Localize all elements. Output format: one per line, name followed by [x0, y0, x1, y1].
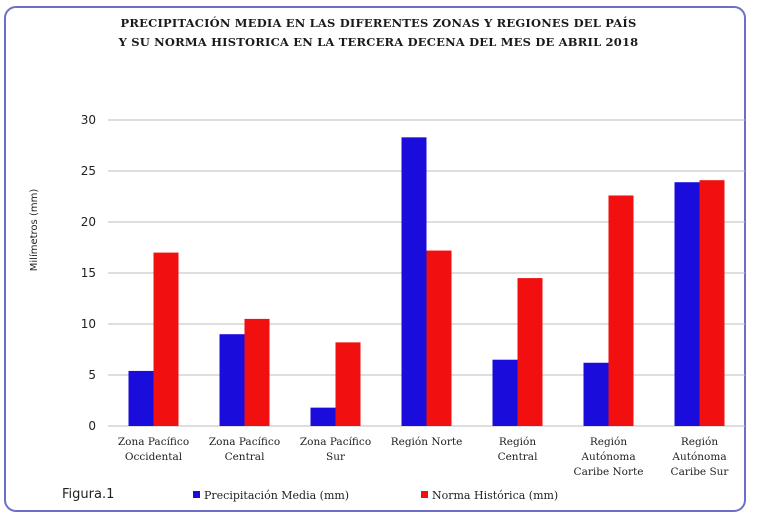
- bar: [517, 278, 543, 426]
- figure-label: Figura.1: [62, 487, 114, 502]
- y-tick-labels: 0 5 10 15 20 25 30: [81, 113, 96, 433]
- x-category-label: Sur: [326, 451, 346, 463]
- y-tick-label: 25: [81, 164, 96, 178]
- bar: [583, 362, 609, 426]
- chart-title-line-1: PRECIPITACIÓN MEDIA EN LAS DIFERENTES ZO…: [120, 16, 637, 30]
- y-axis-label: Milímetros (mm): [28, 189, 40, 272]
- legend-label: Norma Histórica (mm): [432, 489, 558, 502]
- x-category-label: Región: [681, 436, 719, 448]
- bar: [674, 182, 700, 426]
- bar: [492, 359, 518, 426]
- x-category-label: Central: [225, 451, 266, 463]
- x-category-label: Región Norte: [391, 436, 463, 448]
- x-category-label: Región: [590, 436, 628, 448]
- y-tick-label: 5: [88, 368, 96, 382]
- y-tick-label: 20: [81, 215, 96, 229]
- x-category-label: Caribe Sur: [671, 466, 730, 478]
- x-category-label: Zona Pacífico: [118, 436, 189, 448]
- y-tick-label: 10: [81, 317, 96, 331]
- x-category-label: Caribe Norte: [574, 466, 644, 478]
- bar: [219, 334, 245, 426]
- bars-group: [128, 137, 725, 426]
- bar: [335, 342, 361, 426]
- legend-swatch: [193, 491, 200, 498]
- y-tick-label: 0: [88, 419, 96, 433]
- x-category-labels: Zona Pacífico Occidental Zona Pacífico Cent…: [118, 436, 730, 478]
- x-category-label: Autónoma: [671, 451, 726, 463]
- x-category-label: Región: [499, 436, 537, 448]
- bar: [426, 250, 452, 426]
- x-category-label: Zona Pacífico: [300, 436, 371, 448]
- legend-label: Precipitación Media (mm): [204, 489, 349, 502]
- bar: [244, 318, 270, 426]
- bar: [608, 195, 634, 426]
- bar: [310, 407, 336, 426]
- x-category-label: Central: [498, 451, 539, 463]
- y-tick-label: 30: [81, 113, 96, 127]
- legend-swatch: [421, 491, 428, 498]
- chart-title-line-2: Y SU NORMA HISTORICA EN LA TERCERA DECEN…: [118, 35, 639, 49]
- bar: [128, 370, 154, 426]
- y-tick-label: 15: [81, 266, 96, 280]
- x-category-label: Autónoma: [580, 451, 635, 463]
- legend: Precipitación Media (mm) Norma Histórica …: [193, 489, 558, 502]
- chart-title: PRECIPITACIÓN MEDIA EN LAS DIFERENTES ZO…: [0, 14, 757, 52]
- bar: [401, 137, 427, 426]
- bar: [153, 252, 179, 426]
- x-category-label: Zona Pacífico: [209, 436, 280, 448]
- x-category-label: Occidental: [125, 451, 183, 463]
- bar: [699, 180, 725, 426]
